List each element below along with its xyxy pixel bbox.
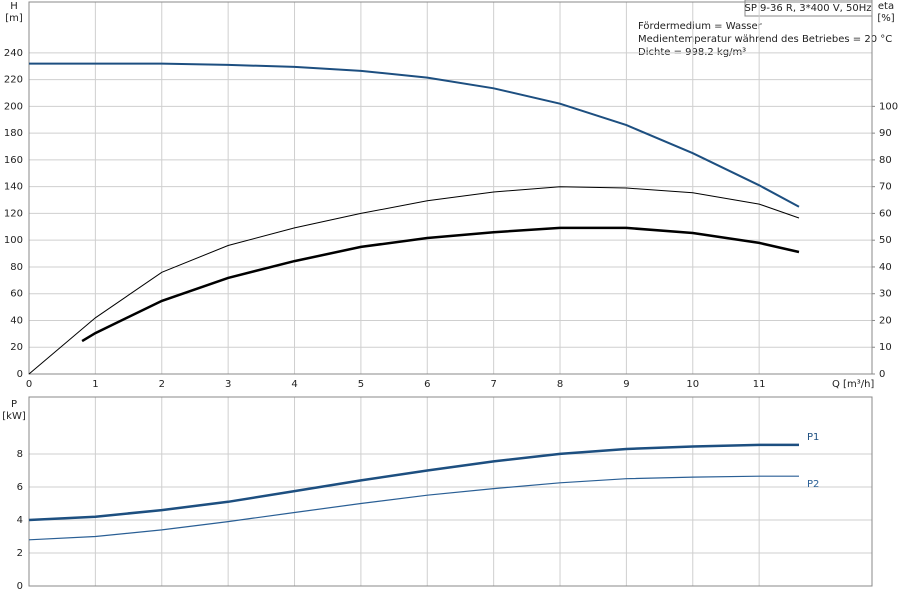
y-axis-label: P (11, 399, 17, 410)
y-tick-label: 140 (4, 182, 23, 193)
y-tick-label: 40 (10, 315, 23, 326)
curve (28, 443, 799, 522)
curve (81, 226, 800, 343)
y-tick-label: 180 (4, 128, 23, 139)
y-tick-label: 6 (17, 482, 23, 493)
y-tick-label: 240 (4, 48, 23, 59)
x-tick-label: 4 (291, 379, 297, 390)
curve (28, 475, 799, 541)
y-tick-label: 20 (10, 342, 23, 353)
y2-axis-label: eta (878, 1, 894, 12)
y2-tick-label: 0 (879, 369, 885, 380)
y-axis-unit: [m] (5, 13, 23, 24)
y2-tick-label: 100 (879, 101, 898, 112)
x-tick-label: 5 (358, 379, 364, 390)
y-tick-label: 120 (4, 208, 23, 219)
y2-tick-label: 50 (879, 235, 892, 246)
curve (28, 186, 800, 375)
curve (29, 62, 800, 208)
curve-label: P2 (807, 479, 819, 490)
y-tick-label: 100 (4, 235, 23, 246)
y2-tick-label: 80 (879, 155, 892, 166)
y-tick-label: 4 (17, 515, 23, 526)
y2-tick-label: 70 (879, 182, 892, 193)
x-tick-label: 6 (424, 379, 430, 390)
annotation: Fördermedium = Wasser (638, 21, 763, 32)
x-tick-label: 0 (26, 379, 32, 390)
y-axis-label: H (10, 1, 18, 12)
plot-frame (28, 396, 873, 587)
y-tick-label: 200 (4, 101, 23, 112)
plot-frame (28, 1, 873, 375)
y-axis-unit: [kW] (2, 411, 26, 422)
y2-tick-label: 10 (879, 342, 892, 353)
x-tick-label: 10 (686, 379, 699, 390)
chart-title: SP 9-36 R, 3*400 V, 50Hz (744, 3, 871, 14)
y-tick-label: 220 (4, 75, 23, 86)
y-tick-label: 160 (4, 155, 23, 166)
y-tick-label: 8 (17, 449, 23, 460)
y-tick-label: 60 (10, 289, 23, 300)
annotation: Medientemperatur während des Betriebes =… (638, 34, 892, 45)
curve-label: P1 (807, 432, 819, 443)
y2-tick-label: 30 (879, 289, 892, 300)
x-axis-label: Q [m³/h] (832, 379, 874, 390)
x-tick-label: 2 (159, 379, 165, 390)
x-tick-label: 9 (623, 379, 629, 390)
x-tick-label: 8 (557, 379, 563, 390)
y2-tick-label: 20 (879, 315, 892, 326)
y-tick-label: 2 (17, 548, 23, 559)
y2-tick-label: 90 (879, 128, 892, 139)
x-tick-label: 11 (753, 379, 766, 390)
y-tick-label: 80 (10, 262, 23, 273)
x-tick-label: 7 (490, 379, 496, 390)
x-tick-label: 1 (92, 379, 98, 390)
x-tick-label: 3 (225, 379, 231, 390)
y2-axis-unit: [%] (877, 13, 894, 24)
y2-tick-label: 60 (879, 208, 892, 219)
y-tick-label: 0 (17, 581, 23, 592)
y2-tick-label: 40 (879, 262, 892, 273)
y-tick-label: 0 (17, 369, 23, 380)
